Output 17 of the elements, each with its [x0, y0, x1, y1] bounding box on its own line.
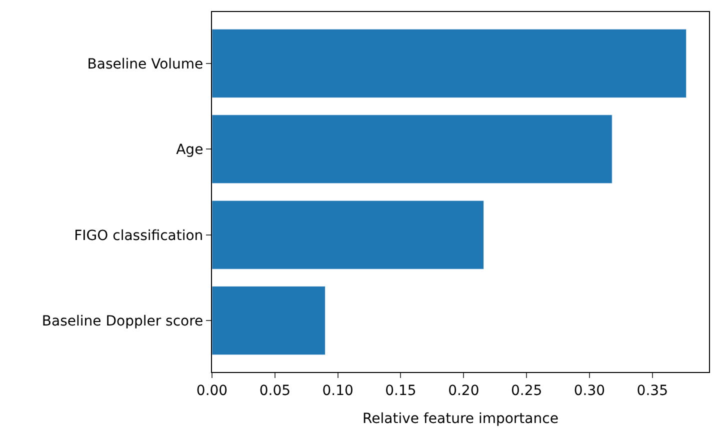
- bar: [212, 28, 687, 98]
- bar: [212, 200, 484, 270]
- x-tick-label: 0.30: [574, 382, 606, 399]
- y-tick-label: Baseline Volume: [87, 56, 204, 72]
- y-tick-label: Baseline Doppler score: [42, 313, 204, 330]
- x-tick-label: 0.25: [510, 382, 542, 399]
- y-tick-label: FIGO classification: [74, 228, 204, 244]
- x-tick-label: 0.00: [196, 382, 228, 399]
- x-tick-label: 0.05: [259, 382, 290, 399]
- bar: [212, 114, 612, 184]
- x-axis-title: Relative feature importance: [362, 411, 558, 428]
- x-tick-label: 0.20: [448, 382, 480, 399]
- x-tick-label: 0.15: [385, 382, 416, 399]
- x-tick-label: 0.10: [322, 382, 354, 399]
- y-tick-label: Age: [176, 142, 204, 158]
- x-tick-label: 0.35: [636, 382, 668, 399]
- bar: [212, 286, 326, 356]
